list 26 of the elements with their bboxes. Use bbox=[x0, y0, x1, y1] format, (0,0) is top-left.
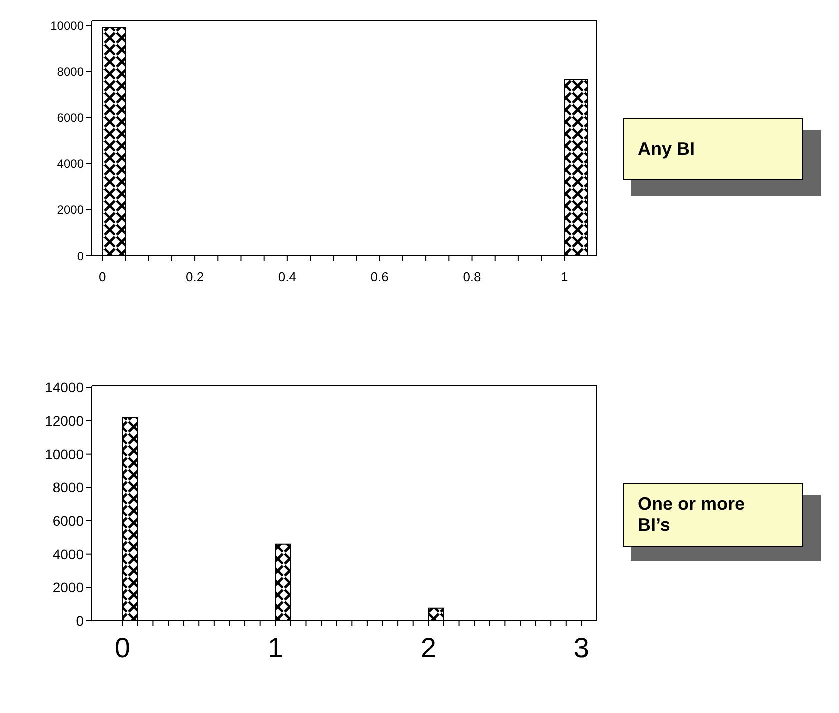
x-tick-label: 1 bbox=[268, 632, 284, 664]
x-tick-label: 0.8 bbox=[463, 270, 482, 284]
y-tick-label: 6000 bbox=[52, 512, 84, 529]
text: Any BI bbox=[638, 138, 696, 160]
y-tick-label: 0 bbox=[76, 612, 84, 629]
y-tick-label: 12000 bbox=[45, 412, 84, 429]
x-tick-label: 2 bbox=[420, 632, 436, 664]
y-tick-label: 6000 bbox=[57, 111, 84, 126]
y-tick-label: 2000 bbox=[57, 203, 84, 218]
x-tick-label: 3 bbox=[574, 632, 590, 664]
y-tick-label: 4000 bbox=[57, 157, 84, 172]
y-tick-label: 10000 bbox=[45, 446, 84, 462]
x-tick-label: 1 bbox=[561, 270, 568, 284]
y-tick-label: 8000 bbox=[57, 64, 84, 79]
y-tick-label: 2000 bbox=[52, 580, 84, 596]
x-tick-label: 0.2 bbox=[186, 270, 204, 284]
x-tick-label: 0 bbox=[114, 632, 130, 664]
y-tick-label: 14000 bbox=[45, 380, 84, 396]
x-tick-label: 0.6 bbox=[370, 270, 389, 284]
y-tick-label: 10000 bbox=[50, 18, 84, 33]
y-tick-label: 8000 bbox=[52, 480, 84, 496]
x-tick-label: 0 bbox=[99, 270, 106, 284]
text: One or more BI’s bbox=[638, 494, 746, 536]
y-tick-label: 4000 bbox=[52, 546, 84, 562]
x-tick-label: 0.4 bbox=[278, 270, 296, 284]
y-tick-label: 0 bbox=[77, 249, 84, 264]
